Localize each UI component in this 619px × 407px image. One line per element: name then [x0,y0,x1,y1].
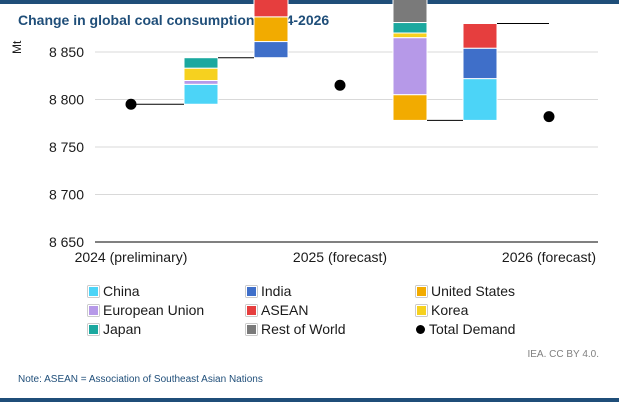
legend-swatch [246,323,257,335]
waterfall-chart: 8 650 8 700 8 750 8 800 8 850 2024 (prelimina… [49,0,598,265]
legend-label: ASEAN [261,302,309,318]
bar-segment-asean [462,23,498,49]
bar-segment-china [462,78,498,121]
bar-segment-japan [183,57,219,69]
legend-item-japan: Japan [88,320,246,338]
bar-segment-european-union [183,80,219,85]
legend-label: Japan [103,321,142,337]
legend-label: China [103,283,140,299]
legend-item-korea: Korea [416,301,558,319]
bar-segment-united-states [253,16,289,43]
legend-dot [416,324,425,334]
legend-swatch [246,285,257,297]
legend-item-china: China [88,282,246,300]
legend-item-rest-of-world: Rest of World [246,320,416,338]
total-demand-point [334,79,346,91]
y-tick-label: 8 850 [49,44,84,60]
source-credit: IEA. CC BY 4.0. [527,349,599,360]
legend-swatch [88,304,99,316]
legend-swatch [416,285,427,297]
legend-swatch [246,304,257,316]
bar-segment-united-states [392,94,428,121]
bar-segment-european-union [392,37,428,96]
bar-segment-china [183,83,219,105]
bar-segment-india [462,47,498,80]
y-tick-label: 8 700 [49,187,84,203]
footnote: Note: ASEAN = Association of Southeast A… [18,374,263,385]
x-tick-label: 2024 (preliminary) [75,249,188,265]
bottom-rule [0,398,619,402]
legend-swatch [88,285,99,297]
bar-segment-japan [392,22,428,34]
chart-legend: China India United States European Union ASE… [88,282,558,338]
bar-segment-india [253,41,289,59]
total-demand-point [543,111,555,123]
x-tick-label: 2026 (forecast) [502,249,596,265]
legend-label: Total Demand [429,321,516,337]
total-demand-point [125,98,137,110]
chart-title: Change in global coal consumption, 2024-… [18,12,330,28]
y-tick-label: 8 750 [49,139,84,155]
legend-label: India [261,283,292,299]
legend-label: Korea [431,302,469,318]
bar-segment-korea [392,32,428,39]
bar-segment-korea [183,67,219,82]
legend-item-total-demand: Total Demand [416,320,558,338]
legend-item-asean: ASEAN [246,301,416,319]
legend-item-european-union: European Union [88,301,246,319]
legend-label: Rest of World [261,321,346,337]
bar-segment-asean [253,0,289,18]
legend-swatch [416,304,427,316]
legend-item-india: India [246,282,416,300]
legend-label: European Union [103,302,205,318]
legend-item-united-states: United States [416,282,558,300]
bar-segment-rest-of-world [392,0,428,24]
legend-swatch [88,323,99,335]
y-tick-label: 8 650 [49,234,84,250]
y-tick-label: 8 800 [49,92,84,108]
top-rule [0,0,619,4]
x-tick-label: 2025 (forecast) [293,249,387,265]
legend-label: United States [431,283,516,299]
